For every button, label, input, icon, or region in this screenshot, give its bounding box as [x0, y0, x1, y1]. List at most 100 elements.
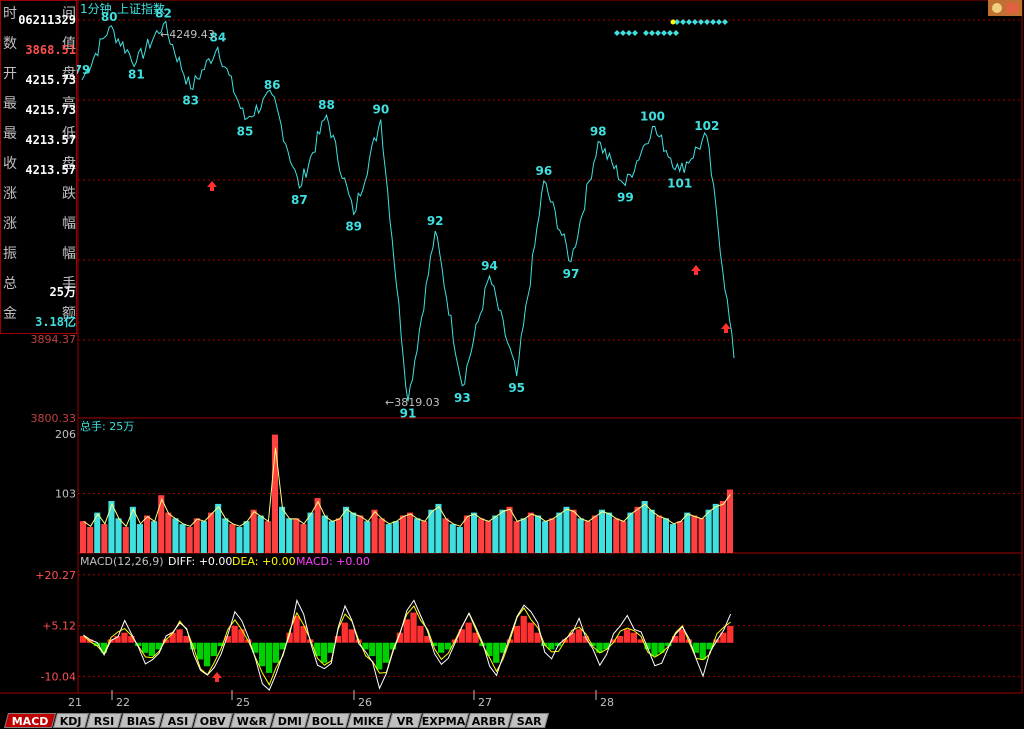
volume-bar — [193, 518, 200, 553]
tab-vr[interactable]: VR — [387, 713, 423, 728]
macd-bar — [238, 629, 245, 643]
chart-tools-icon[interactable] — [988, 0, 1022, 16]
volume-bar — [357, 515, 364, 553]
volume-bar — [136, 524, 143, 553]
volume-bar — [215, 503, 222, 553]
volume-bar — [570, 509, 577, 553]
info-label-left: 收 — [3, 156, 17, 172]
volume-bar — [591, 515, 598, 553]
tab-kdj[interactable]: KDJ — [52, 713, 90, 728]
volume-bar — [428, 509, 435, 553]
macd-bar — [217, 642, 224, 647]
wave-label-94: 94 — [481, 259, 498, 273]
volume-bar — [335, 518, 342, 553]
wave-label-79: 79 — [74, 63, 91, 77]
tab-bias[interactable]: BIAS — [118, 713, 164, 728]
macd-bar — [210, 642, 218, 657]
volume-bar — [179, 524, 186, 553]
info-value: 4213.57 — [25, 163, 76, 177]
volume-bar — [705, 509, 712, 553]
macd-bar — [499, 642, 507, 653]
tab-expma[interactable]: EXPMA — [418, 713, 470, 728]
volume-bar — [712, 503, 719, 553]
info-row: 总 手 25万 — [1, 273, 78, 299]
wave-label-98: 98 — [590, 124, 607, 138]
macd-bar — [272, 642, 280, 663]
chart-frame — [77, 0, 1023, 694]
volume-bar — [598, 509, 605, 553]
macd-bar — [162, 639, 169, 643]
info-label-right: 手 — [62, 276, 76, 292]
wave-label-97: 97 — [563, 267, 580, 281]
tab-boll[interactable]: BOLL — [305, 713, 351, 728]
tab-asi[interactable]: ASI — [159, 713, 197, 728]
info-label-left: 最 — [3, 126, 17, 142]
macd-bar — [114, 636, 121, 643]
volume-bar — [471, 512, 478, 553]
info-label-left: 涨 — [3, 216, 17, 232]
buy-arrow-icon — [207, 181, 217, 191]
macd-diff-line — [83, 598, 732, 691]
macd-bar — [314, 642, 321, 657]
volume-bar — [577, 518, 584, 553]
buy-arrow-icon — [212, 672, 222, 682]
macd-bar — [410, 612, 417, 643]
volume-bar — [421, 521, 428, 553]
macd-tick-label: -10.04 — [41, 670, 76, 683]
signal-diamond-icon — [692, 19, 698, 25]
tab-mike[interactable]: MIKE — [346, 713, 392, 728]
signal-diamond-icon — [698, 19, 704, 25]
signal-diamond-icon — [614, 30, 620, 36]
macd-bar — [121, 632, 128, 643]
volume-bar — [719, 501, 726, 553]
info-panel: 时间 06211329 数值 3868.51 开盘 4215.73 最高 4215.73 最低 4… — [0, 0, 77, 334]
volume-bar — [648, 509, 655, 553]
tab-obv[interactable]: OBV — [192, 713, 234, 728]
volume-bar — [208, 512, 215, 553]
volume-bar — [606, 512, 613, 553]
signal-diamond-icon — [661, 30, 667, 36]
macd-bar — [348, 629, 355, 643]
volume-bar — [314, 498, 321, 553]
macd-bar — [231, 626, 238, 643]
signal-diamond-icon — [674, 19, 680, 25]
signal-diamond-icon — [722, 19, 728, 25]
info-label-right: 高 — [62, 96, 76, 112]
macd-bar — [197, 642, 204, 660]
volume-bar — [122, 527, 129, 553]
wave-label-88: 88 — [318, 98, 335, 112]
volume-bar — [264, 521, 271, 553]
macd-bar — [362, 642, 369, 650]
macd-bar — [80, 636, 87, 643]
macd-title: MACD(12,26,9) — [80, 555, 164, 568]
tab-arbr[interactable]: ARBR — [465, 713, 513, 728]
tab-macd[interactable]: MACD — [3, 713, 57, 728]
volume-bar — [151, 521, 158, 553]
wave-label-91: 91 — [400, 407, 417, 421]
volume-bar — [463, 515, 470, 553]
volume-bar — [293, 518, 300, 553]
macd-bar — [596, 642, 603, 653]
tab-rsi[interactable]: RSI — [85, 713, 123, 728]
tab-dmi[interactable]: DMI — [270, 713, 310, 728]
volume-bar — [435, 503, 442, 553]
volume-bar — [677, 521, 684, 553]
macd-bar — [568, 632, 576, 643]
macd-bar — [548, 642, 555, 650]
tab-wr[interactable]: W&R — [229, 713, 275, 728]
tab-sar[interactable]: SAR — [508, 713, 550, 728]
volume-bar — [257, 515, 264, 553]
volume-ma-line — [83, 447, 731, 528]
macd-bar — [520, 615, 527, 643]
signal-diamond-icon — [667, 30, 673, 36]
info-value: 3868.51 — [25, 43, 76, 57]
wave-label-87: 87 — [291, 193, 308, 207]
macd-bar — [183, 636, 190, 643]
volume-bar — [392, 521, 399, 553]
macd-bar — [465, 622, 472, 643]
volume-bar — [94, 512, 101, 553]
volume-bar — [634, 506, 641, 553]
info-label-right: 盘 — [62, 66, 76, 82]
macd-value-legend: MACD: +0.00 — [296, 555, 370, 568]
